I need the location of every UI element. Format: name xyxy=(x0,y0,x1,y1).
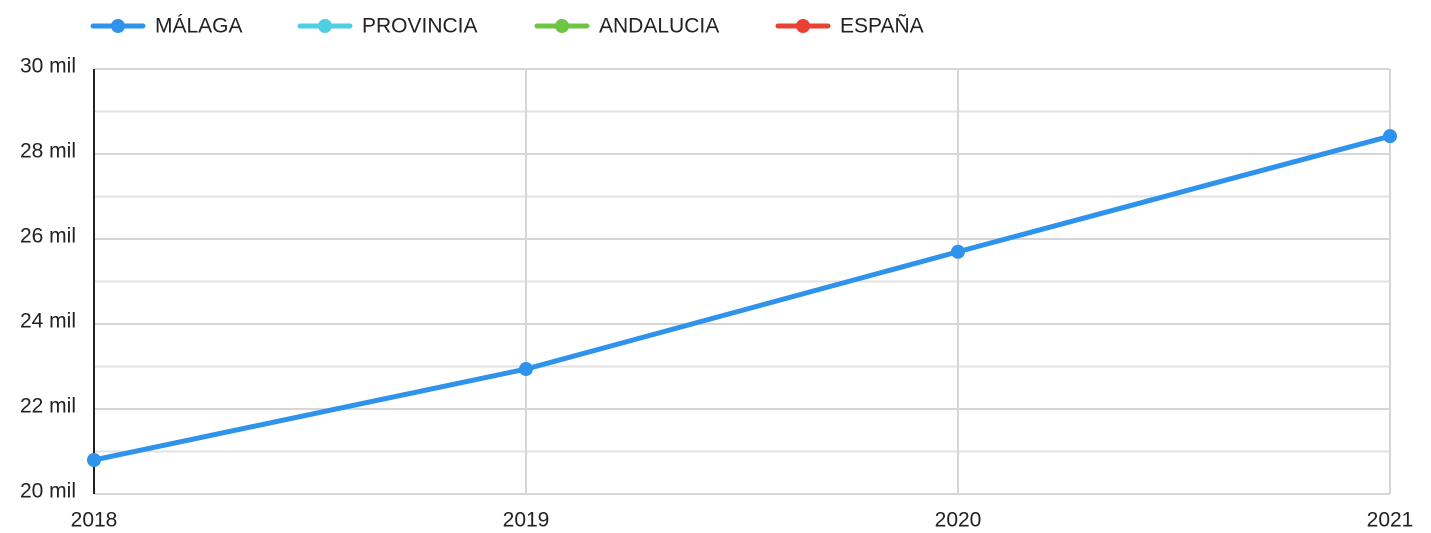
legend-item[interactable]: PROVINCIA xyxy=(297,15,478,38)
legend-item[interactable]: ESPAÑA xyxy=(775,14,924,38)
legend-label: ESPAÑA xyxy=(840,14,924,38)
x-tick-label: 2019 xyxy=(503,509,550,532)
y-tick-label: 24 mil xyxy=(20,310,76,333)
data-point xyxy=(519,362,533,377)
y-tick-label: 22 mil xyxy=(20,395,76,418)
data-point xyxy=(951,244,965,259)
legend-dot xyxy=(555,19,569,33)
legend-label: MÁLAGA xyxy=(155,15,243,38)
x-tick-label: 2020 xyxy=(935,509,982,532)
legend-dot xyxy=(318,19,332,33)
x-tick-label: 2021 xyxy=(1367,509,1414,532)
y-tick-label: 20 mil xyxy=(20,480,76,503)
legend-item[interactable]: MÁLAGA xyxy=(90,15,243,38)
y-tick-label: 26 mil xyxy=(20,225,76,248)
data-point xyxy=(87,453,101,467)
y-tick-label: 28 mil xyxy=(20,140,76,163)
x-tick-label: 2018 xyxy=(71,509,118,532)
legend-item[interactable]: ANDALUCIA xyxy=(534,15,719,38)
y-tick-label: 30 mil xyxy=(20,55,76,78)
data-point xyxy=(1383,129,1397,144)
legend-label: PROVINCIA xyxy=(362,15,478,38)
legend-dot xyxy=(111,19,125,33)
series-line xyxy=(93,133,1391,463)
legend-dot xyxy=(796,19,810,33)
legend-label: ANDALUCIA xyxy=(599,15,719,38)
